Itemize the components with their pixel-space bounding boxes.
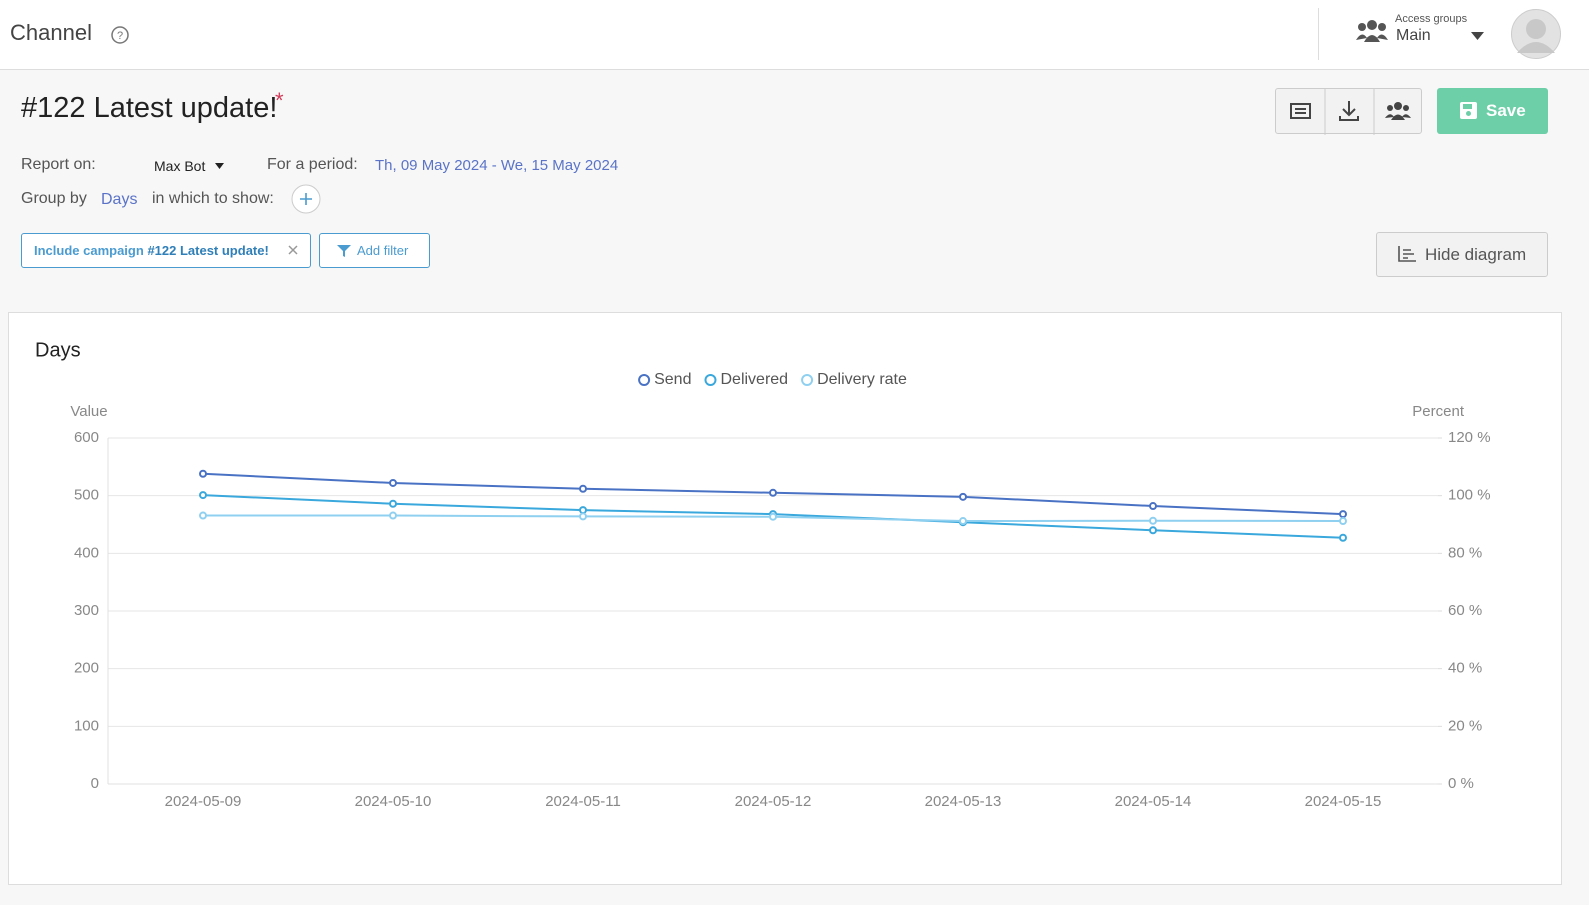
top-bar: Channel ? Access groups Main [0, 0, 1589, 70]
legend: Send Delivered Delivery rate [638, 371, 907, 388]
add-filter-label: Add filter [357, 243, 409, 258]
data-point [769, 488, 777, 497]
toolbar [1275, 88, 1423, 135]
x-tick-label: 2024-05-14 [1115, 793, 1192, 810]
dropdown-arrow[interactable] [215, 163, 225, 169]
period-label: For a period: [267, 156, 358, 173]
legend-label: Delivered [720, 371, 788, 388]
y-tick-label: 0 [91, 775, 99, 792]
report-title: #122 Latest update! [21, 92, 278, 124]
page-title: Channel [10, 20, 92, 45]
hide-diagram-button[interactable]: Hide diagram [1376, 232, 1548, 277]
divider [1318, 8, 1319, 60]
required-mark: * [275, 88, 284, 113]
y-tick-label: 500 [74, 487, 99, 504]
y2-tick-label: 80 % [1448, 544, 1482, 561]
data-point [579, 484, 587, 493]
y-tick-label: 100 [74, 717, 99, 734]
data-point [579, 506, 587, 515]
report-on-label: Report on: [21, 156, 96, 173]
y2-tick-label: 20 % [1448, 717, 1482, 734]
data-point [959, 517, 967, 526]
groups-icon[interactable] [1356, 18, 1388, 44]
data-point [199, 491, 207, 500]
data-point [199, 469, 207, 478]
filter-chip-text: Include campaign #122 Latest update! [34, 243, 269, 258]
y2-tick-label: 0 % [1448, 775, 1474, 792]
x-tick-label: 2024-05-10 [355, 793, 432, 810]
y-axis-title: Value [70, 403, 107, 420]
help-icon[interactable]: ? [110, 25, 130, 45]
chart-icon [1398, 246, 1416, 262]
filter-icon [337, 245, 351, 257]
y2-tick-label: 120 % [1448, 429, 1491, 446]
add-filter-button[interactable]: Add filter [319, 233, 430, 268]
legend-label: Send [654, 371, 691, 388]
toolbar-icons[interactable] [1276, 89, 1423, 135]
data-point [769, 512, 777, 521]
legend-label: Delivery rate [817, 371, 907, 388]
y2-tick-label: 60 % [1448, 602, 1482, 619]
legend-marker [801, 374, 814, 386]
y2-axis-title: Percent [1412, 403, 1465, 420]
data-point [959, 492, 967, 501]
save-icon [1460, 102, 1477, 119]
save-button[interactable]: Save [1437, 88, 1548, 134]
data-point [579, 512, 587, 521]
hide-diagram-label: Hide diagram [1425, 245, 1527, 264]
legend-marker [638, 374, 651, 386]
y-tick-label: 400 [74, 544, 99, 561]
dropdown-arrow[interactable] [1471, 32, 1485, 41]
x-tick-label: 2024-05-15 [1305, 793, 1382, 810]
x-tick-label: 2024-05-11 [545, 793, 621, 810]
data-point [389, 499, 397, 508]
chart: Days Value Percent 0 100 200 300 400 500 600 0 … [35, 339, 1491, 810]
show-label: in which to show: [152, 190, 274, 207]
chart-card: Days Value Percent 0 100 200 300 400 500 600 0 … [8, 312, 1562, 885]
report-on-value[interactable]: Max Bot [154, 158, 206, 174]
data-point [1339, 510, 1347, 519]
y2-tick-label: 40 % [1448, 660, 1482, 677]
data-point [1149, 502, 1157, 511]
y-tick-label: 300 [74, 602, 99, 619]
data-point [1149, 516, 1157, 525]
y-tick-label: 600 [74, 429, 99, 446]
filter-chip[interactable]: Include campaign #122 Latest update! [21, 233, 311, 268]
x-tick-label: 2024-05-09 [165, 793, 242, 810]
data-point [389, 478, 397, 487]
data-point [199, 511, 207, 520]
avatar[interactable] [1511, 9, 1561, 59]
data-point [1339, 533, 1347, 542]
y-tick-label: 200 [74, 660, 99, 677]
group-by-label: Group by [21, 190, 87, 207]
filter-value: #122 Latest update! [147, 243, 269, 258]
svg-text:?: ? [117, 30, 123, 42]
access-groups-label: Access groups [1395, 13, 1468, 25]
x-tick-label: 2024-05-12 [735, 793, 812, 810]
group-by-value[interactable]: Days [101, 191, 138, 208]
access-group-value[interactable]: Main [1396, 27, 1431, 44]
add-metric-button[interactable] [291, 184, 321, 214]
data-point [389, 511, 397, 520]
save-label: Save [1486, 101, 1526, 120]
remove-filter[interactable] [288, 245, 298, 255]
data-point [1149, 526, 1157, 535]
filter-prefix: Include campaign [34, 243, 144, 258]
period-value[interactable]: Th, 09 May 2024 - We, 15 May 2024 [375, 157, 619, 174]
legend-marker [704, 374, 717, 386]
data-point [1339, 517, 1347, 526]
y2-tick-label: 100 % [1448, 487, 1491, 504]
chart-title: Days [35, 339, 81, 361]
x-tick-label: 2024-05-13 [925, 793, 1002, 810]
